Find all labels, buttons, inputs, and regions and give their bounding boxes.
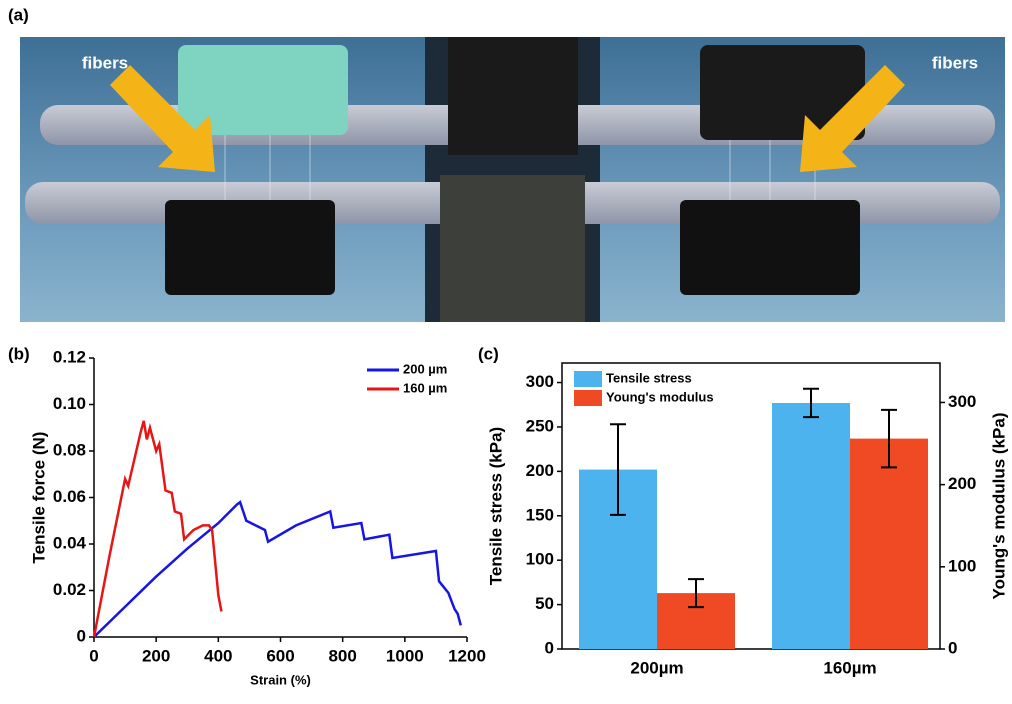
- panel-label: (a): [8, 5, 29, 24]
- x-tick-label: 200µm: [630, 658, 683, 677]
- y2-axis-label: Young's modulus (kPa): [989, 413, 1008, 600]
- y-tick-label: 0.06: [53, 487, 86, 506]
- panel-label: (b): [8, 344, 30, 363]
- y-tick-label: 150: [526, 505, 554, 524]
- y-tick-label: 0.08: [53, 440, 86, 459]
- legend-swatch: [574, 371, 602, 387]
- axis: [94, 358, 467, 637]
- y-tick-label: 0.04: [53, 533, 87, 552]
- y2-tick-label: 200: [948, 474, 976, 493]
- y-axis-label: Tensile stress (kPa): [486, 427, 505, 585]
- y-tick-label: 100: [526, 550, 554, 569]
- x-tick-label: 400: [204, 646, 232, 665]
- annotation: fibers: [82, 53, 128, 72]
- y-tick-label: 0.10: [53, 394, 86, 413]
- y-tick-label: 50: [535, 594, 554, 613]
- photo: (a) fibers fibers: [8, 5, 1005, 322]
- y-tick-label: 0: [545, 638, 554, 657]
- bar: [772, 403, 850, 649]
- x-tick-label: 1200: [448, 646, 486, 665]
- x-tick-label: 160µm: [823, 658, 876, 677]
- x-tick-label: 800: [328, 646, 356, 665]
- x-axis-label: Strain (%): [250, 672, 311, 687]
- y2-tick-label: 300: [948, 392, 976, 411]
- data-line: [94, 421, 221, 637]
- y2-tick-label: 100: [948, 556, 976, 575]
- y-tick-label: 0: [77, 626, 86, 645]
- legend-label: Tensile stress: [606, 370, 692, 385]
- y-axis-label: Tensile force (N): [29, 432, 48, 564]
- panel-label: (c): [478, 344, 499, 363]
- annotation: fibers: [932, 53, 978, 72]
- y-tick-label: 0.12: [53, 347, 86, 366]
- y-tick-label: 200: [526, 461, 554, 480]
- legend-label: 160 µm: [403, 380, 447, 395]
- bar: [850, 439, 928, 649]
- data-line: [94, 502, 461, 637]
- y-tick-label: 250: [526, 416, 554, 435]
- y-tick-label: 0.02: [53, 580, 86, 599]
- y-tick-label: 300: [526, 372, 554, 391]
- x-tick-label: 200: [142, 646, 170, 665]
- x-tick-label: 0: [89, 646, 98, 665]
- legend-swatch: [574, 390, 602, 406]
- x-tick-label: 1000: [386, 646, 424, 665]
- y2-tick-label: 0: [948, 638, 957, 657]
- legend-label: Young's modulus: [606, 389, 714, 404]
- legend-label: 200 µm: [403, 361, 447, 376]
- x-tick-label: 600: [266, 646, 294, 665]
- figure: (a) fibers fibers (b)0200400600800100012…: [0, 0, 1012, 699]
